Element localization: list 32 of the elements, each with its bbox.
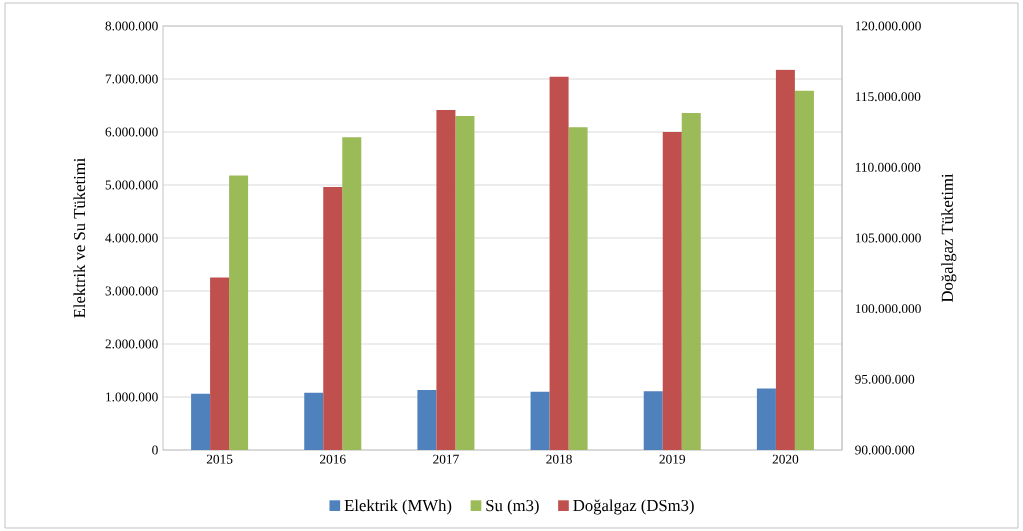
y2-tick-label: 100.000.000: [855, 304, 921, 314]
bar: [643, 391, 663, 450]
bar: [530, 391, 550, 450]
y-tick-label: 7.000.000: [105, 74, 158, 84]
x-tick-label: 2016: [320, 454, 346, 464]
y-tick-label: 5.000.000: [105, 180, 158, 190]
bar: [304, 392, 324, 450]
y-tick-label: 6.000.000: [105, 127, 158, 137]
bar: [417, 390, 437, 450]
y-axis-title: Elektrik ve Su Tüketimi: [73, 158, 86, 318]
legend-label: Doğalgaz (DSm3): [573, 499, 694, 515]
y2-tick-label: 95.000.000: [855, 374, 915, 384]
y-tick-label: 2.000.000: [105, 339, 158, 349]
x-tick-label: 2019: [659, 454, 686, 464]
y2-axis-title: Doğalgaz Tüketimi: [941, 173, 957, 303]
legend-label: Su (m3): [486, 499, 539, 515]
y-tick-label: 0: [152, 445, 158, 455]
y-tick-label: 8.000.000: [105, 21, 158, 31]
x-tick-label: 2015: [206, 454, 233, 464]
y2-tick-label: 115.000.000: [855, 92, 921, 102]
y-tick-label: 4.000.000: [105, 233, 158, 243]
bar: [756, 388, 776, 450]
y2-tick-label: 105.000.000: [855, 233, 921, 243]
x-tick-label: 2018: [546, 454, 572, 464]
legend-label: Elektrik (MWh): [344, 499, 452, 515]
y2-tick-label: 110.000.000: [855, 162, 921, 172]
y2-tick-label: 90.000.000: [855, 445, 915, 455]
y-tick-label: 3.000.000: [105, 286, 158, 296]
y-tick-label: 1.000.000: [106, 392, 158, 402]
x-tick-label: 2020: [772, 454, 799, 464]
x-tick-label: 2017: [433, 454, 459, 464]
y2-tick-label: 120.000.000: [855, 21, 921, 31]
